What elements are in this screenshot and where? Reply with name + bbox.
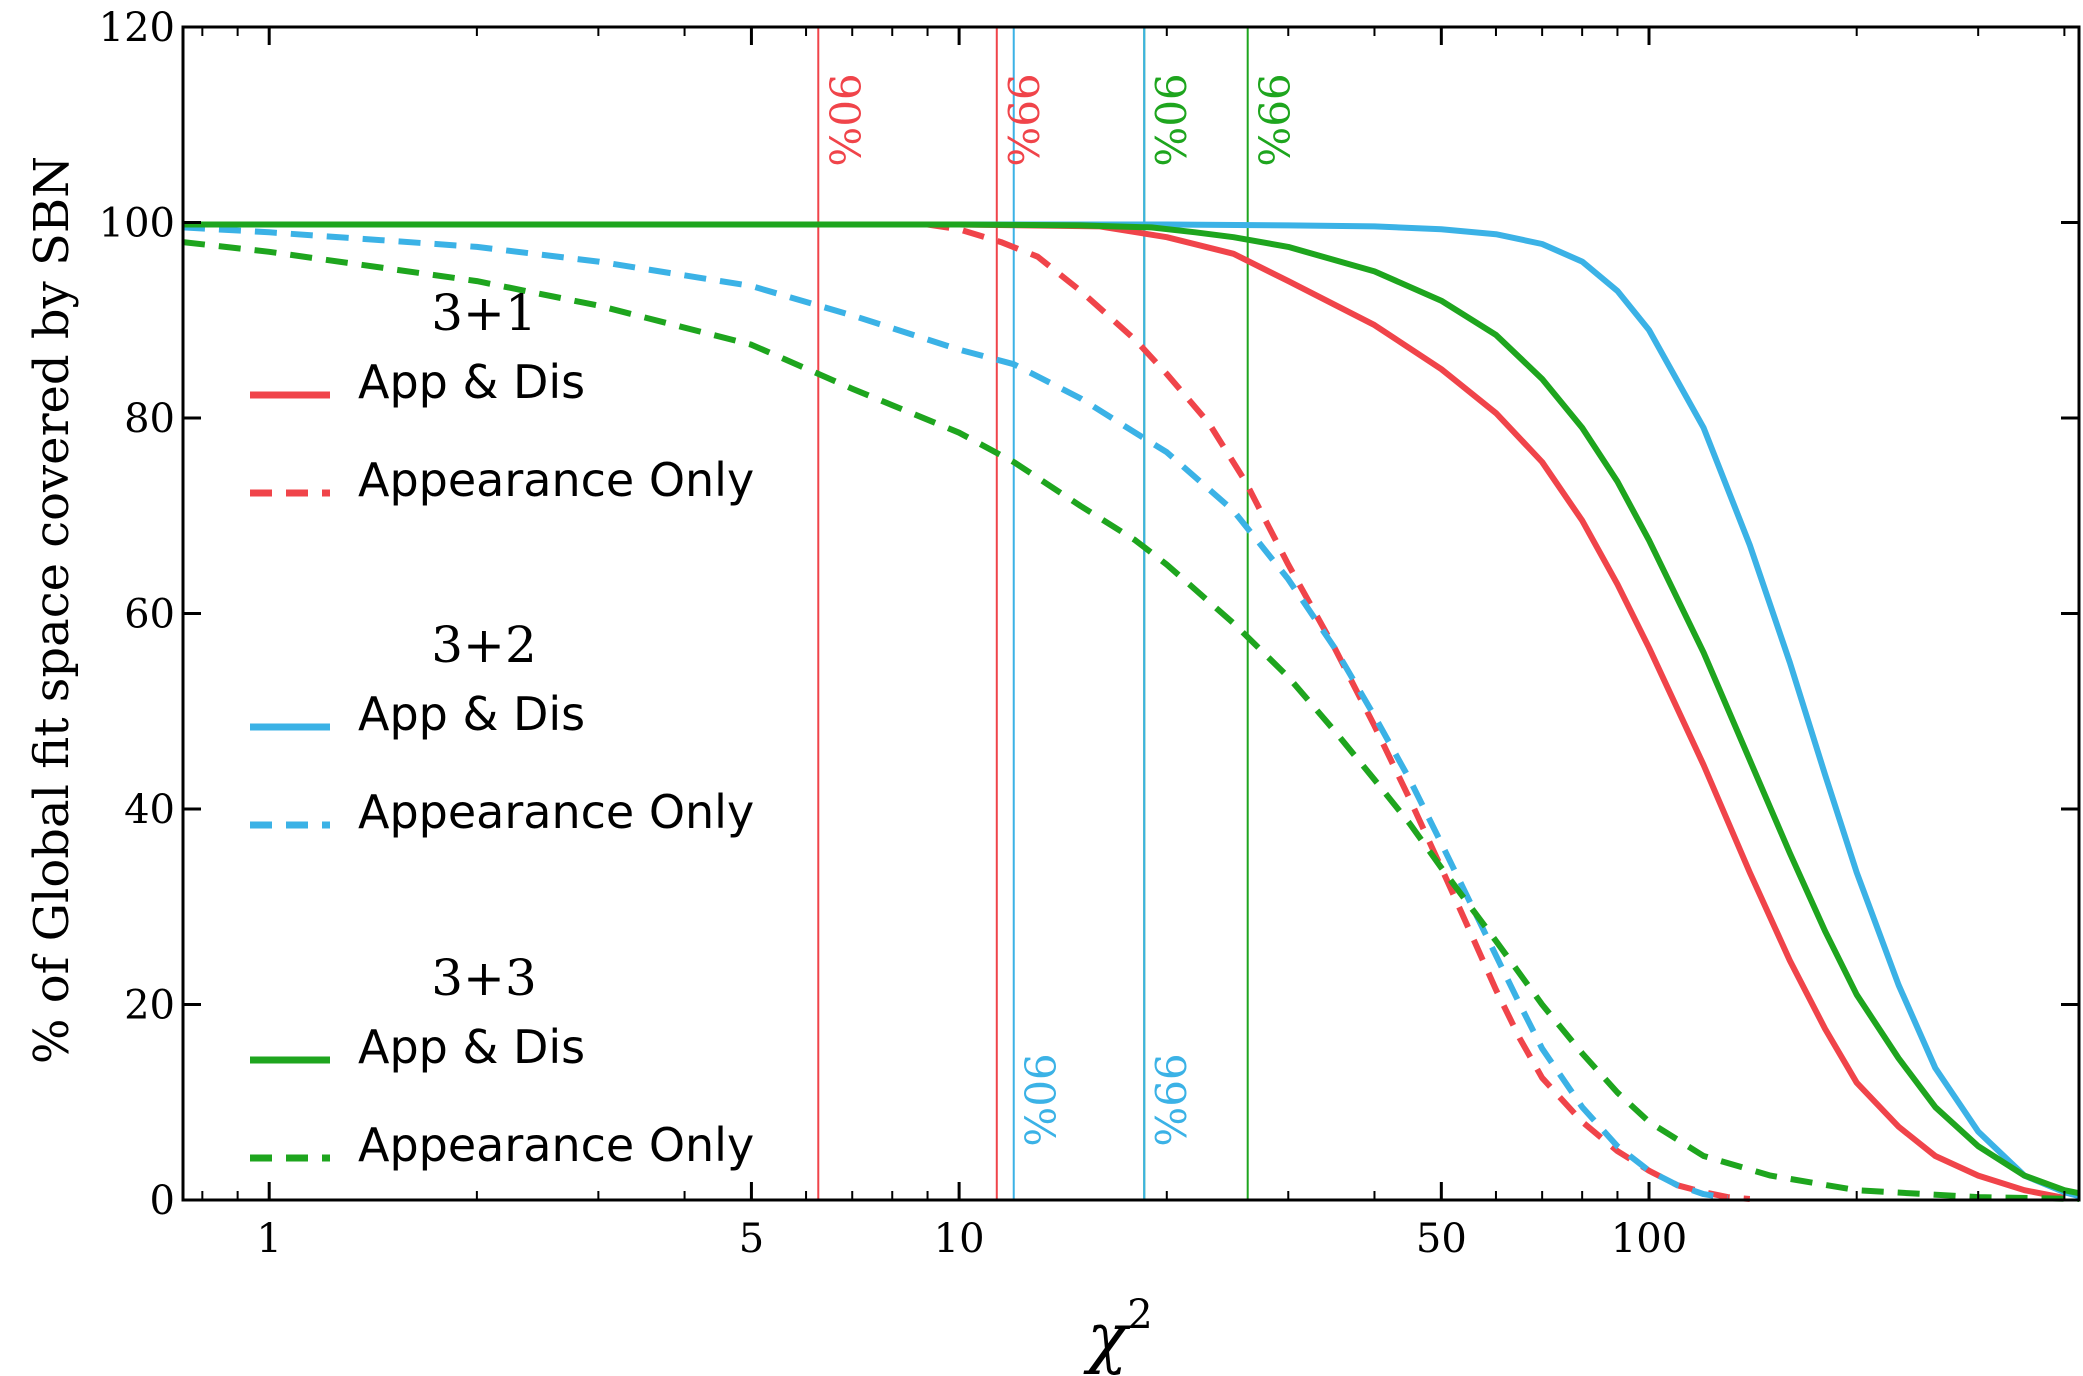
x-tick-label-1: 1 <box>256 1216 281 1262</box>
y-tick-label-20: 20 <box>124 983 175 1029</box>
y-tick-label-40: 40 <box>124 787 175 833</box>
vline-label-green-90: 90% <box>1145 73 1194 166</box>
legend-group-title-3-1: 3+1 <box>431 284 537 342</box>
x-tick-label-10: 10 <box>934 1216 985 1262</box>
y-tick-label-60: 60 <box>124 592 175 638</box>
confidence-level-labels: 90% 99% 90% 90% 99% 99% <box>819 73 1297 1146</box>
series-line-3-3-app-dis <box>183 221 2080 1197</box>
series-line-3-1-appearance-only <box>927 221 1751 1202</box>
x-tick-label-100: 100 <box>1611 1216 1687 1262</box>
y-tick-label-80: 80 <box>124 396 175 442</box>
legend-label-3-1-app-dis: App & Dis <box>358 355 585 409</box>
y-axis-title: % of Global fit space covered by SBN <box>24 156 80 1064</box>
y-tick-label-0: 0 <box>150 1178 175 1224</box>
vline-label-blue-99: 99% <box>1145 1053 1194 1146</box>
x-tick-label-50: 50 <box>1416 1216 1467 1262</box>
axis-ticks <box>183 25 2079 1202</box>
confidence-level-lines <box>817 27 1249 1200</box>
legend-label-3-1-appearance-only: Appearance Only <box>358 453 754 507</box>
y-tick-label-120: 120 <box>99 5 175 51</box>
series-line-3-2-app-dis <box>183 221 2080 1199</box>
legend: 3+1 App & Dis Appearance Only 3+2 App & Dis A… <box>250 284 754 1172</box>
legend-group-title-3-2: 3+2 <box>431 616 537 674</box>
series-line-3-2-appearance-only <box>182 224 1729 1201</box>
y-tick-labels: 0 20 40 60 80 100 120 <box>99 5 175 1224</box>
vline-label-blue-90: 90% <box>1015 1053 1064 1146</box>
legend-label-3-3-app-dis: App & Dis <box>358 1020 585 1074</box>
y-tick-label-100: 100 <box>99 201 175 247</box>
x-tick-label-5: 5 <box>739 1216 764 1262</box>
series-line-3-3-appearance-only <box>182 239 2080 1202</box>
legend-label-3-2-appearance-only: Appearance Only <box>358 785 754 839</box>
legend-label-3-2-app-dis: App & Dis <box>358 687 585 741</box>
vline-label-green-99: 99% <box>1249 73 1298 166</box>
series-lines <box>182 221 2080 1202</box>
series-line-3-1-app-dis <box>183 221 2065 1201</box>
legend-group-title-3-3: 3+3 <box>431 949 537 1007</box>
vline-label-red-99: 99% <box>998 73 1047 166</box>
x-tick-labels: 1 5 10 50 100 <box>256 1216 1687 1262</box>
vline-label-red-90: 90% <box>819 73 868 166</box>
legend-label-3-3-appearance-only: Appearance Only <box>358 1118 754 1172</box>
x-axis-title: χ2 <box>1083 1292 1152 1376</box>
